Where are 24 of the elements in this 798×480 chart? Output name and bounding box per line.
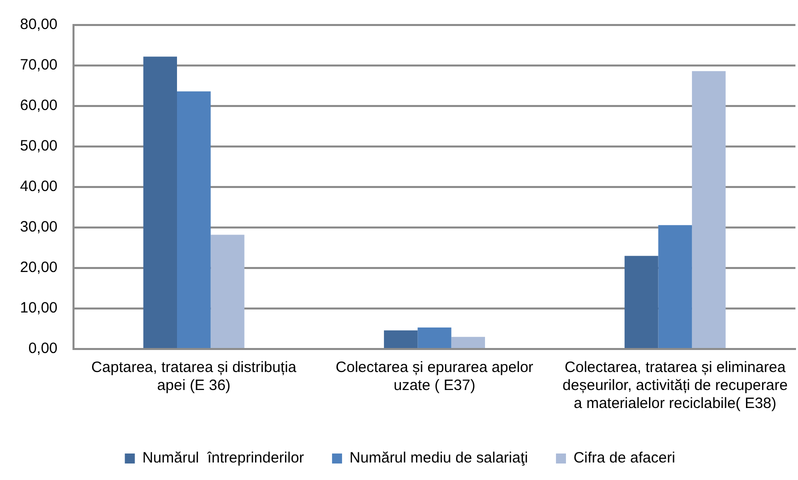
bar [143, 56, 178, 348]
y-tick-label: 0,00 [28, 340, 58, 358]
x-tick-label: Colectarea, tratarea și eliminarea deșeurilor, activități de recuperare a materialelor reciclabile( E38) [562, 359, 788, 412]
y-tick-label: 70,00 [20, 56, 58, 74]
y-tick-label: 80,00 [20, 16, 58, 34]
y-tick-label: 20,00 [20, 259, 58, 276]
y-tick-label: 10,00 [20, 300, 58, 317]
bar [210, 234, 244, 348]
y-tick-label: 50,00 [20, 138, 58, 155]
bar [384, 330, 418, 348]
bar [418, 328, 452, 348]
bar [451, 336, 486, 348]
bar [692, 71, 726, 348]
legend-label: Cifra de afaceri [573, 450, 676, 467]
x-tick-label: Colectarea și epurarea apelor uzate ( E37) [336, 359, 534, 394]
x-tick-label: Captarea, tratarea și distribuția apei (E 36) [91, 359, 298, 394]
bar [658, 225, 692, 348]
y-tick-label: 30,00 [20, 218, 58, 236]
bar [177, 91, 211, 348]
y-tick-label: 40,00 [20, 178, 58, 196]
legend-label: Numărul întreprinderilor [142, 450, 304, 467]
legend-label: Numărul mediu de salariaţi [350, 450, 528, 467]
bar [624, 256, 658, 348]
y-tick-label: 60,00 [20, 97, 58, 114]
